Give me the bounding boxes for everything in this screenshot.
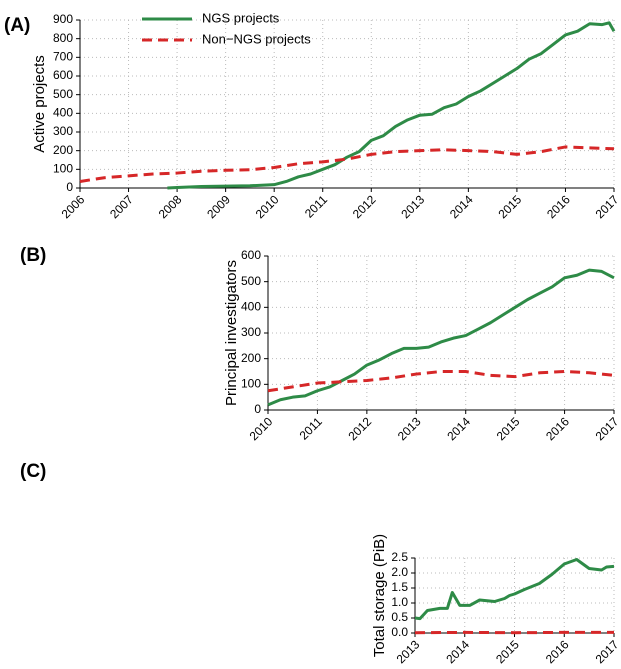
y-tick-label: 0.5 (391, 610, 408, 624)
y-tick-label: 500 (241, 274, 261, 288)
panel-label: (C) (20, 461, 46, 482)
x-tick-label: 2014 (444, 414, 473, 443)
x-tick-label: 2011 (297, 414, 325, 442)
x-tick-label: 2013 (394, 637, 423, 666)
y-tick-label: 100 (53, 162, 73, 176)
x-tick-label: 2006 (59, 192, 88, 221)
x-tick-label: 2017 (593, 192, 621, 221)
y-tick-label: 900 (53, 12, 73, 26)
y-tick-label: 300 (241, 325, 261, 339)
y-axis-label: Principal investigators (223, 260, 240, 406)
y-tick-label: 0 (254, 402, 261, 416)
x-tick-label: 2016 (543, 414, 572, 443)
y-tick-label: 300 (53, 124, 73, 138)
y-tick-label: 400 (241, 300, 261, 314)
x-tick-label: 2012 (345, 414, 374, 443)
y-axis-label: Total storage (PiB) (371, 534, 388, 657)
panel-label: (A) (4, 15, 30, 36)
x-tick-label: 2010 (253, 192, 282, 221)
series-line (414, 558, 615, 621)
series-line (267, 268, 615, 407)
x-tick-label: 2011 (302, 192, 330, 220)
y-tick-label: 2.0 (391, 565, 408, 579)
x-tick-label: 2016 (543, 637, 572, 666)
y-tick-label: 0.0 (391, 625, 408, 639)
y-tick-label: 600 (241, 248, 261, 262)
y-tick-label: 0 (66, 180, 73, 194)
y-tick-label: 1.0 (391, 595, 408, 609)
y-axis-label: Active projects (31, 55, 48, 153)
x-tick-label: 2015 (495, 192, 524, 221)
y-tick-label: 200 (241, 351, 261, 365)
legend-label: NGS projects (202, 10, 280, 25)
series-line (167, 21, 616, 190)
series-line (79, 145, 615, 183)
x-tick-label: 2009 (204, 192, 233, 221)
y-tick-label: 700 (53, 50, 73, 64)
x-tick-label: 2016 (544, 192, 573, 221)
x-tick-label: 2015 (494, 414, 523, 443)
x-tick-label: 2010 (247, 414, 276, 443)
y-tick-label: 100 (241, 377, 261, 391)
x-tick-label: 2013 (398, 192, 427, 221)
x-tick-label: 2015 (493, 637, 522, 666)
y-tick-label: 400 (53, 106, 73, 120)
x-tick-label: 2014 (443, 637, 472, 666)
y-tick-label: 200 (53, 143, 73, 157)
x-tick-label: 2017 (593, 637, 621, 666)
series-line (267, 370, 615, 393)
y-tick-label: 500 (53, 87, 73, 101)
legend-label: Non−NGS projects (202, 31, 311, 46)
x-tick-label: 2008 (156, 192, 185, 221)
y-tick-label: 2.5 (391, 550, 408, 564)
x-tick-label: 2012 (350, 192, 379, 221)
y-tick-label: 600 (53, 68, 73, 82)
x-tick-label: 2014 (447, 192, 476, 221)
panel-label: (B) (20, 245, 46, 266)
x-tick-label: 2007 (107, 192, 136, 221)
x-tick-label: 2017 (593, 414, 621, 443)
y-tick-label: 800 (53, 31, 73, 45)
x-tick-label: 2013 (395, 414, 424, 443)
y-tick-label: 1.5 (391, 580, 408, 594)
